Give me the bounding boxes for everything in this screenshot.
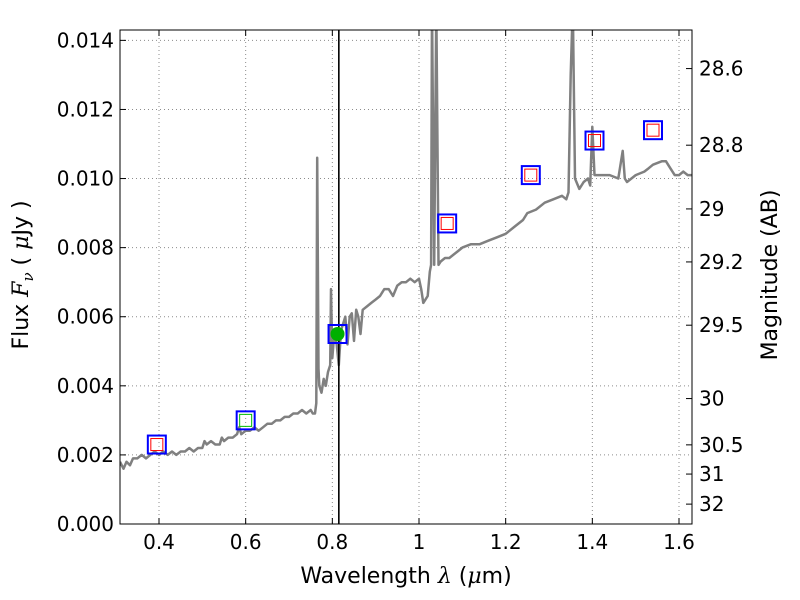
x-tick-label: 1.4 xyxy=(576,530,608,554)
y-axis-label: Flux Fν ( μJy ) xyxy=(9,200,37,349)
magnitude-tick-label: 30 xyxy=(699,387,724,411)
photometry-outer-square xyxy=(643,120,663,141)
y-tick-label: 0.006 xyxy=(57,305,114,329)
y-axis-ticks: 0.000 0.002 0.004 0.006 0.008 0.010 0.012 0.014 xyxy=(57,28,126,536)
photometry-point xyxy=(327,324,348,344)
photometry-inner-square xyxy=(524,168,538,182)
magnitude-tick-label: 32 xyxy=(699,492,724,516)
x-tick-label: 1.2 xyxy=(490,530,522,554)
spectrum-series-line xyxy=(120,30,692,470)
y-tick-label: 0.008 xyxy=(57,236,114,260)
photometry-point xyxy=(643,120,663,141)
photometry-point xyxy=(235,410,256,431)
photometry-point xyxy=(520,165,541,186)
x-tick-label: 0.6 xyxy=(230,530,262,554)
x-tick-label: 0.8 xyxy=(316,530,348,554)
photometry-inner-square xyxy=(440,216,454,230)
y-tick-label: 0.014 xyxy=(57,28,114,52)
magnitude-axis-label: Magnitude (AB) xyxy=(758,190,783,361)
y-tick-label: 0.000 xyxy=(57,512,114,536)
x-tick-label: 1.6 xyxy=(663,530,695,554)
photometry-markers xyxy=(146,120,663,455)
magnitude-tick-label: 29 xyxy=(699,197,724,221)
photometry-outer-square xyxy=(584,130,605,151)
photometry-point xyxy=(437,213,458,234)
magnitude-tick-label: 28.6 xyxy=(699,57,744,81)
magnitude-axis-ticks: 28.6 28.8 29 29.2 29.5 30 30.5 31 32 xyxy=(686,57,744,516)
magnitude-tick-label: 30.5 xyxy=(699,433,744,457)
photometry-point xyxy=(146,434,167,455)
y-tick-label: 0.002 xyxy=(57,443,114,467)
magnitude-tick-label: 28.8 xyxy=(699,133,744,157)
photometry-outer-square xyxy=(327,324,348,344)
photometry-outer-square xyxy=(235,410,256,431)
y-tick-label: 0.010 xyxy=(57,167,114,191)
photometry-inner-square xyxy=(588,134,601,148)
photometry-inner-square xyxy=(150,438,164,452)
plot-frame xyxy=(119,29,693,525)
photometry-inner-filled-circle xyxy=(330,327,345,341)
magnitude-tick-label: 31 xyxy=(699,462,724,486)
x-axis-ticks: 0.4 0.6 0.8 1 1.2 1.4 1.6 xyxy=(143,30,695,554)
magnitude-tick-label: 29.2 xyxy=(699,250,744,274)
photometry-inner-square xyxy=(646,123,660,137)
photometry-point xyxy=(584,130,605,151)
y-tick-label: 0.004 xyxy=(57,374,114,398)
x-axis-label: Wavelength λ (μm) xyxy=(300,564,511,589)
x-tick-label: 0.4 xyxy=(143,530,175,554)
photometry-outer-square xyxy=(146,434,167,455)
magnitude-tick-label: 29.5 xyxy=(699,313,744,337)
photometry-inner-square xyxy=(239,413,253,427)
photometry-outer-square xyxy=(520,165,541,186)
y-tick-label: 0.012 xyxy=(57,97,114,121)
x-tick-label: 1 xyxy=(413,530,426,554)
photometry-outer-square xyxy=(437,213,458,234)
spectrum-layer xyxy=(120,30,692,470)
